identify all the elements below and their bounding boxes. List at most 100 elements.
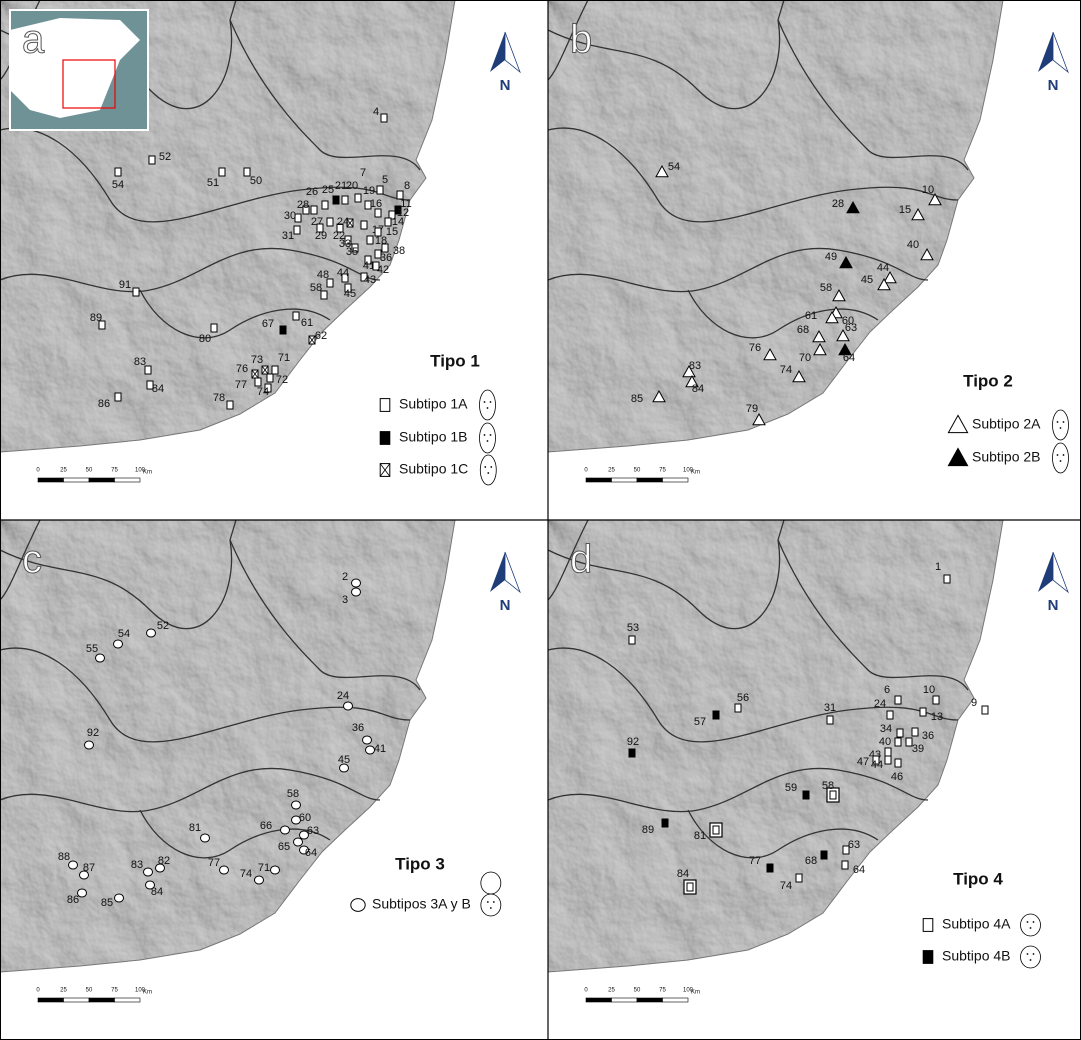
legend-label: Subtipo 1C bbox=[399, 461, 468, 477]
site-marker bbox=[629, 749, 635, 757]
site-marker bbox=[327, 218, 333, 226]
sketch-dot bbox=[1033, 921, 1035, 923]
site-label: 84 bbox=[677, 868, 689, 880]
site-marker bbox=[629, 636, 635, 644]
marker-body bbox=[281, 826, 290, 834]
site-marker bbox=[912, 728, 918, 736]
site-label: 67 bbox=[262, 318, 274, 330]
site-marker bbox=[897, 729, 903, 737]
scale-tick-label: 75 bbox=[111, 468, 118, 474]
marker-body bbox=[897, 729, 903, 737]
sketch-dot bbox=[493, 901, 495, 903]
site-marker bbox=[895, 759, 901, 767]
site-label: 84 bbox=[151, 886, 163, 898]
site-marker bbox=[201, 834, 210, 842]
marker-body bbox=[351, 899, 365, 912]
site-marker bbox=[735, 704, 741, 712]
site-marker bbox=[351, 899, 365, 912]
site-marker bbox=[382, 244, 388, 252]
sketch-dot bbox=[487, 472, 489, 474]
site-marker bbox=[827, 716, 833, 724]
site-label: 20 bbox=[346, 180, 358, 192]
site-marker bbox=[211, 324, 217, 332]
site-marker bbox=[885, 756, 891, 764]
site-label: 74 bbox=[780, 364, 792, 376]
site-marker bbox=[115, 168, 121, 176]
marker-body bbox=[662, 819, 668, 827]
site-label: 54 bbox=[118, 628, 130, 640]
site-label: 92 bbox=[87, 727, 99, 739]
site-marker bbox=[684, 880, 696, 894]
site-label: 44 bbox=[337, 267, 349, 279]
site-marker bbox=[114, 640, 123, 648]
site-label: 4 bbox=[373, 106, 379, 118]
marker-body bbox=[271, 866, 280, 874]
marker-body bbox=[803, 791, 809, 799]
site-label: 39 bbox=[912, 743, 924, 755]
scale-segment bbox=[612, 478, 638, 482]
marker-body bbox=[333, 196, 339, 204]
marker-body bbox=[220, 866, 229, 874]
site-marker bbox=[380, 432, 390, 445]
site-label: 70 bbox=[799, 352, 811, 364]
site-label: 74 bbox=[780, 880, 792, 892]
scale-segment bbox=[38, 478, 64, 482]
site-label: 80 bbox=[199, 333, 211, 345]
site-marker bbox=[272, 366, 278, 374]
site-label: 79 bbox=[746, 403, 758, 415]
marker-body bbox=[355, 194, 361, 202]
legend-label: Subtipos 3A y B bbox=[372, 896, 471, 912]
site-label: 42 bbox=[377, 264, 389, 276]
morphology-sketch bbox=[480, 423, 496, 453]
marker-body bbox=[796, 874, 802, 882]
site-label: 74 bbox=[257, 386, 269, 398]
site-marker bbox=[252, 370, 258, 378]
site-label: 41 bbox=[374, 743, 386, 755]
site-marker bbox=[381, 114, 387, 122]
scale-tick-label: 25 bbox=[60, 468, 67, 474]
site-label: 49 bbox=[825, 251, 837, 263]
site-marker bbox=[895, 696, 901, 704]
panel-letter: b bbox=[570, 18, 592, 62]
scale-segment bbox=[637, 998, 663, 1002]
marker-body bbox=[322, 201, 328, 209]
sketch-dot bbox=[1057, 454, 1059, 456]
marker-body bbox=[375, 209, 381, 217]
site-marker bbox=[85, 741, 94, 749]
site-marker bbox=[262, 366, 268, 374]
site-label: 83 bbox=[689, 360, 701, 372]
legend-label: Subtipo 1A bbox=[399, 396, 468, 412]
site-label: 89 bbox=[642, 824, 654, 836]
scale-segment bbox=[586, 478, 612, 482]
site-marker bbox=[149, 156, 155, 164]
legend-title: Tipo 2 bbox=[963, 371, 1013, 390]
site-label: 28 bbox=[832, 198, 844, 210]
marker-body bbox=[144, 868, 153, 876]
site-label: 54 bbox=[112, 179, 124, 191]
site-label: 82 bbox=[158, 855, 170, 867]
site-label: 5 bbox=[382, 174, 388, 186]
site-label: 10 bbox=[922, 184, 934, 196]
marker-body bbox=[363, 736, 372, 744]
marker-body bbox=[629, 636, 635, 644]
marker-body bbox=[385, 218, 391, 226]
site-marker bbox=[294, 838, 303, 846]
site-label: 63 bbox=[307, 825, 319, 837]
site-label: 44 bbox=[877, 262, 889, 274]
panel-letter: a bbox=[22, 18, 45, 62]
site-label: 34 bbox=[880, 723, 892, 735]
scale-tick-label: 25 bbox=[60, 988, 67, 994]
site-label: 68 bbox=[797, 324, 809, 336]
marker-body bbox=[342, 196, 348, 204]
sketch-dot bbox=[1033, 953, 1035, 955]
scale-segment bbox=[663, 998, 689, 1002]
site-label: 54 bbox=[668, 161, 680, 173]
site-label: 24 bbox=[337, 216, 349, 228]
scale-segment bbox=[89, 998, 115, 1002]
site-label: 58 bbox=[310, 282, 322, 294]
marker-body bbox=[267, 374, 273, 382]
marker-body bbox=[311, 206, 317, 214]
site-label: 59 bbox=[785, 782, 797, 794]
site-label: 91 bbox=[119, 279, 131, 291]
